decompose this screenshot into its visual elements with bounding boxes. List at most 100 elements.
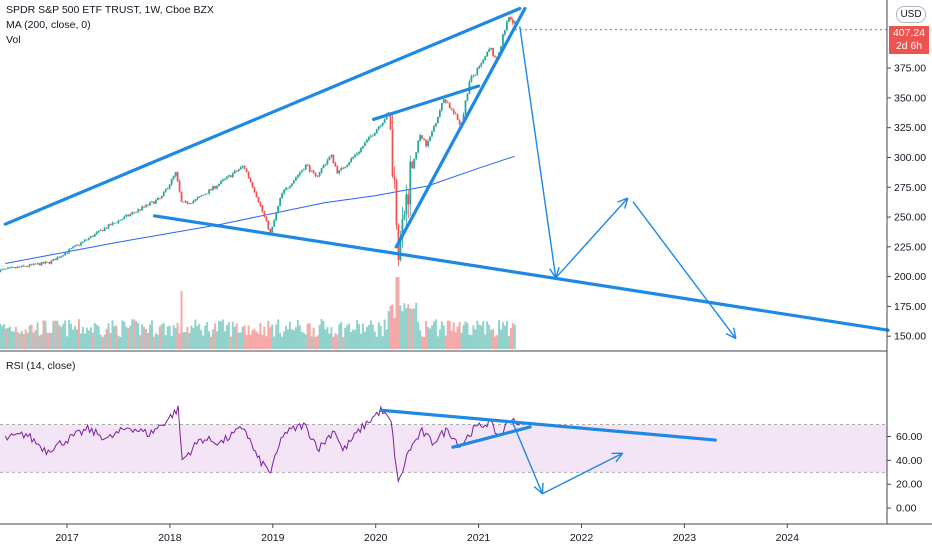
volume-bar	[288, 321, 291, 349]
symbol-title[interactable]: SPDR S&P 500 ETF TRUST, 1W, Cboe BZX	[6, 4, 214, 16]
volume-bar	[365, 327, 368, 349]
candle	[464, 100, 467, 115]
volume-bar	[456, 326, 459, 349]
candle	[64, 252, 67, 256]
candle	[350, 158, 353, 163]
candle	[306, 164, 309, 166]
candle	[371, 135, 374, 137]
volume-bar	[340, 321, 343, 349]
volume-bar	[434, 319, 437, 349]
candle	[344, 166, 347, 169]
volume-bar	[478, 324, 481, 349]
volume-bar	[249, 334, 252, 349]
volume-bar	[113, 326, 116, 349]
arrowhead	[615, 452, 624, 463]
candle	[229, 175, 232, 178]
volume-bar	[145, 329, 148, 349]
candle	[34, 263, 37, 265]
candle	[182, 201, 185, 203]
candle	[243, 166, 246, 169]
volume-bar	[22, 334, 25, 349]
volume-bar	[123, 321, 126, 349]
volume-bar	[464, 321, 467, 349]
volume-bar	[178, 333, 181, 349]
candle	[427, 140, 429, 147]
volume-bar	[10, 330, 13, 349]
price-axis[interactable]: 375.00 350.00 325.00 300.00 275.00 250.00 225.…	[887, 63, 926, 343]
rsi-axis[interactable]: 60.00 40.00 20.00 0.00	[887, 431, 922, 515]
candle	[188, 203, 191, 205]
price-tick-label: 325.00	[894, 122, 926, 134]
volume-bar	[91, 332, 94, 349]
currency-badge[interactable]: USD	[896, 6, 926, 23]
ma-legend[interactable]: MA (200, close, 0)	[6, 19, 91, 31]
arrow-line	[555, 197, 629, 279]
volume-bar	[259, 322, 262, 349]
candle	[192, 200, 195, 204]
candle	[365, 139, 368, 143]
price-tick-label: 250.00	[894, 212, 926, 224]
volume-bar	[429, 328, 432, 349]
volume-bar	[217, 321, 220, 349]
volume-bar	[208, 331, 211, 349]
candle	[296, 175, 299, 178]
candle	[222, 179, 224, 181]
volume-bar	[336, 334, 339, 349]
volume-bar	[16, 332, 19, 349]
volume-bar	[415, 302, 418, 349]
time-axis[interactable]: 2017 2018 2019 2020 2021 2022 2023 2024	[55, 524, 799, 544]
candle	[431, 131, 433, 137]
volume-bar	[379, 325, 382, 349]
candle	[275, 212, 278, 221]
price-tick-label: 200.00	[894, 271, 926, 283]
volume-bar	[32, 332, 35, 349]
candle	[409, 161, 412, 205]
candle	[239, 167, 242, 170]
candle	[231, 173, 234, 178]
candle	[399, 238, 402, 260]
candle	[466, 94, 469, 101]
candle	[54, 258, 57, 261]
candle	[391, 129, 394, 177]
volume-bar	[186, 326, 189, 349]
candle	[263, 211, 266, 217]
trendline-drawings[interactable]	[3, 6, 890, 495]
candle	[324, 164, 327, 166]
volume-bar	[99, 334, 102, 349]
candle	[186, 201, 189, 204]
volume-bar	[499, 329, 502, 349]
candle	[40, 262, 43, 266]
volume-bar	[81, 326, 84, 349]
candle	[488, 49, 491, 52]
volume-bar	[72, 329, 75, 349]
volume-legend[interactable]: Vol	[6, 34, 21, 46]
candle	[513, 21, 516, 24]
volume-bar	[95, 324, 98, 349]
candle	[438, 110, 441, 117]
volume-bar	[468, 334, 471, 349]
volume-bar	[48, 332, 51, 349]
volume-bar	[513, 324, 516, 349]
arrowhead	[624, 197, 629, 209]
rsi-legend[interactable]: RSI (14, close)	[6, 360, 76, 372]
volume-bar	[156, 334, 159, 349]
volume-bar	[204, 325, 207, 349]
volume-bar	[430, 325, 433, 349]
candle	[269, 228, 272, 233]
candle	[91, 236, 94, 237]
volume-bar	[507, 336, 510, 349]
volume-bar	[397, 277, 400, 349]
volume-bar	[476, 320, 479, 349]
volume-bar	[158, 326, 161, 349]
volume-bar	[490, 329, 493, 349]
candle	[237, 169, 240, 172]
volume-bar	[440, 321, 443, 349]
arrowhead	[533, 485, 543, 495]
volume-bar	[77, 319, 80, 349]
volume-bar	[324, 329, 327, 349]
candle	[151, 201, 153, 203]
candle	[403, 214, 406, 219]
candle	[111, 222, 114, 226]
volume-bar	[184, 332, 187, 349]
